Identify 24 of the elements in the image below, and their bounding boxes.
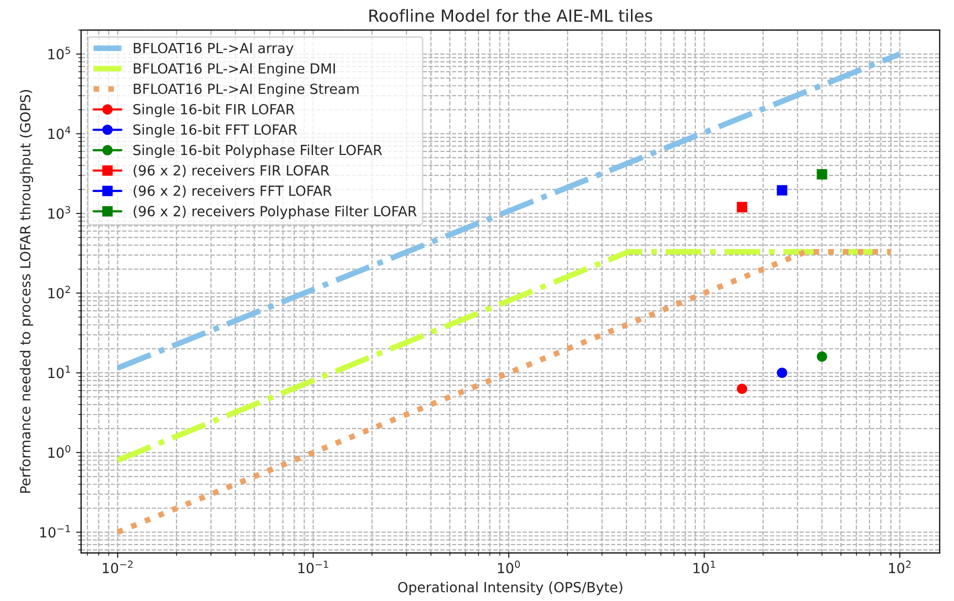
y-tick-label: 10$^{4}$ — [48, 126, 70, 140]
y-tick-label: 10$^{0}$ — [48, 445, 70, 458]
legend-label: BFLOAT16 PL->AI Engine Stream — [134, 83, 359, 97]
y-tick-label: 10$^{3}$ — [48, 206, 70, 219]
legend-label: BFLOAT16 PL->AI Engine DMI — [134, 62, 335, 76]
legend-label: BFLOAT16 PL->AI array — [134, 42, 294, 56]
y-axis-title: Performance needed to process LOFAR throughput (GOPS) — [20, 90, 34, 493]
chart-title: Roofline Model for the AIE-ML tiles — [369, 9, 652, 22]
y-tick-label: 10$^{5}$ — [48, 46, 70, 60]
legend-label: Single 16-bit FFT LOFAR — [133, 124, 298, 138]
legend-label: (96 x 2) receivers FFT LOFAR — [134, 185, 332, 198]
legend-label: (96 x 2) receivers FIR LOFAR — [134, 164, 330, 178]
x-tick-label: 10$^{−1}$ — [298, 560, 328, 574]
x-tick-label: 10$^{1}$ — [694, 560, 716, 574]
y-tick-label: 10$^{1}$ — [48, 366, 70, 378]
x-tick-label: 10$^{0}$ — [498, 560, 520, 574]
legend-label: Single 16-bit FIR LOFAR — [133, 104, 295, 118]
y-tick-label: 10$^{2}$ — [48, 286, 70, 298]
x-tick-label: 10$^{−2}$ — [102, 560, 133, 574]
y-tick-label: 10$^{−1}$ — [40, 525, 70, 538]
legend-label: (96 x 2) receivers Polyphase Filter LOFAR — [134, 206, 417, 220]
x-tick-label: 10$^{2}$ — [889, 560, 911, 574]
legend-label: Single 16-bit Polyphase Filter LOFAR — [133, 144, 382, 158]
x-axis-title: Operational Intensity (OPS/Byte) — [398, 582, 622, 596]
